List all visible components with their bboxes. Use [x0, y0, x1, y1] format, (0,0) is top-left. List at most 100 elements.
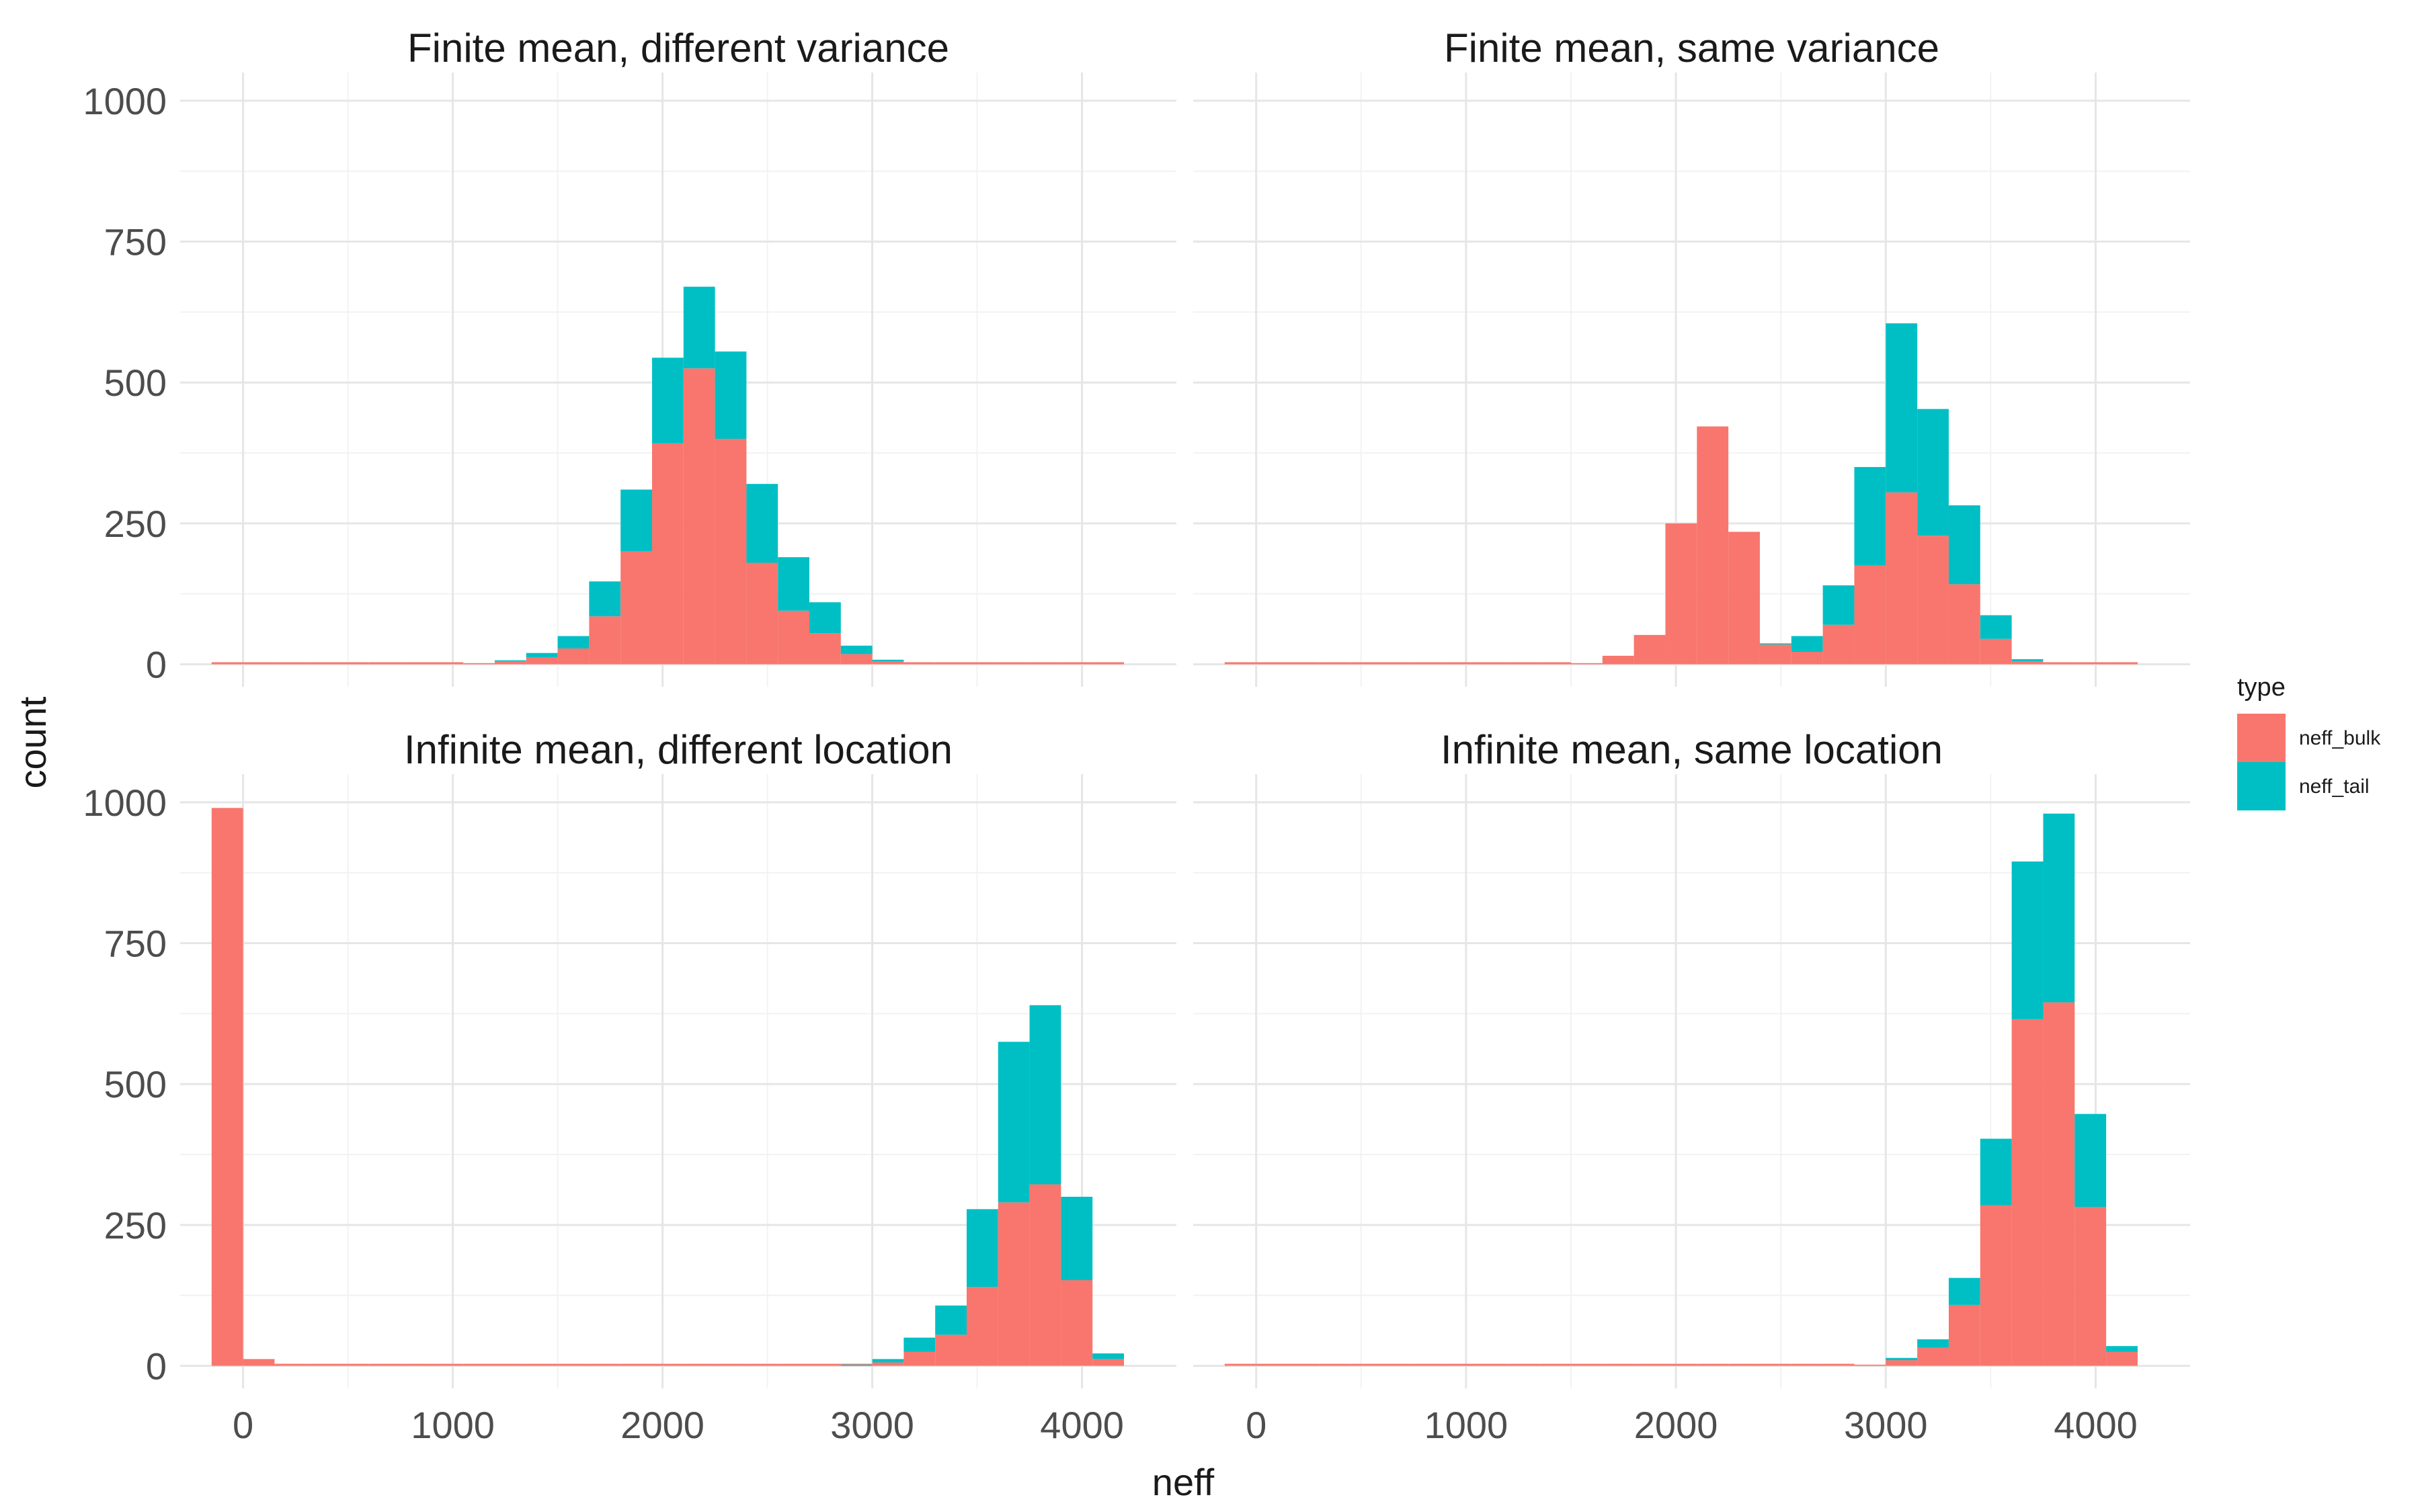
bar-neff-bulk — [1980, 638, 2012, 665]
bar-neff-bulk — [1092, 1359, 1124, 1366]
bar-neff-tail — [840, 645, 873, 655]
bar-neff-bulk — [809, 633, 841, 665]
panel-finite-mean-same-variance: Finite mean, same variance — [1193, 26, 2190, 687]
bar-neff-bulk — [998, 662, 1030, 665]
bar-neff-tail — [1980, 615, 2012, 639]
bar-neff-tail — [1092, 1353, 1124, 1359]
bar-neff-bulk — [1917, 536, 1949, 665]
bar-neff-bulk — [1287, 662, 1320, 665]
bar-neff-tail — [903, 1337, 936, 1352]
bar-neff-tail — [746, 484, 778, 563]
bar-neff-tail — [495, 660, 526, 662]
panel-title: Infinite mean, different location — [404, 727, 953, 772]
bar-neff-bulk — [935, 1335, 967, 1366]
bar-neff-tail — [1980, 1138, 2012, 1206]
bar-neff-bulk — [1381, 662, 1414, 665]
bar-neff-bulk — [557, 1363, 590, 1366]
bar-neff-tail — [1822, 585, 1855, 625]
y-tick-label: 500 — [104, 1063, 167, 1105]
bar-neff-bulk — [872, 661, 904, 665]
bar-neff-bulk — [715, 439, 747, 665]
bar-neff-tail — [2011, 659, 2044, 662]
bar-neff-bulk — [306, 662, 337, 665]
bar-neff-bulk — [1539, 662, 1571, 665]
bar-neff-bulk — [1539, 1363, 1571, 1366]
legend-label-neff-bulk: neff_bulk — [2299, 727, 2381, 749]
bar-neff-bulk — [2106, 1351, 2138, 1366]
x-tick-label: 1000 — [1424, 1404, 1508, 1446]
bar-neff-tail — [2043, 813, 2075, 1003]
bar-neff-tail — [1886, 323, 1918, 493]
bar-neff-bulk — [1665, 523, 1697, 665]
bar-neff-bulk — [1728, 1363, 1760, 1366]
bar-neff-tail — [1917, 1339, 1949, 1348]
bar-neff-bulk — [1634, 1363, 1666, 1366]
bar-neff-bulk — [652, 1363, 684, 1366]
x-tick-label: 1000 — [411, 1404, 495, 1446]
bar-neff-bulk — [2106, 662, 2138, 665]
bar-neff-bulk — [211, 662, 243, 665]
bar-neff-bulk — [840, 654, 873, 665]
bar-neff-bulk — [1886, 492, 1918, 665]
bar-neff-bulk — [1256, 1363, 1288, 1366]
bar-neff-bulk — [1665, 1363, 1697, 1366]
y-tick-label: 0 — [146, 643, 167, 685]
bar-neff-bulk — [243, 1359, 275, 1366]
y-tick-label: 500 — [104, 362, 167, 404]
bar-neff-bulk — [1061, 1280, 1093, 1366]
bar-neff-bulk — [432, 662, 464, 665]
bar-neff-bulk — [967, 662, 998, 665]
bar-neff-tail — [1759, 643, 1791, 645]
panel-title: Infinite mean, same location — [1441, 727, 1943, 772]
x-tick-label: 4000 — [1040, 1404, 1124, 1446]
bar-neff-tail — [557, 636, 590, 648]
bar-neff-bulk — [778, 1363, 809, 1366]
bar-neff-bulk — [1854, 565, 1886, 665]
bar-neff-bulk — [1917, 1347, 1949, 1366]
y-tick-label: 1000 — [83, 80, 167, 122]
bar-neff-bulk — [1224, 662, 1256, 665]
bar-neff-bulk — [526, 1363, 558, 1366]
bar-neff-bulk — [274, 662, 307, 665]
bar-neff-bulk — [1029, 662, 1061, 665]
bar-neff-bulk — [1570, 1363, 1603, 1366]
bar-neff-tail — [1854, 466, 1886, 566]
bar-neff-bulk — [1728, 532, 1760, 665]
bar-neff-bulk — [1061, 662, 1093, 665]
bar-neff-bulk — [1791, 1363, 1823, 1366]
bar-neff-tail — [967, 1209, 998, 1288]
bar-neff-tail — [2106, 1346, 2138, 1352]
bar-neff-bulk — [1319, 662, 1351, 665]
bar-neff-bulk — [1256, 662, 1288, 665]
bar-neff-tail — [652, 358, 684, 444]
bar-neff-bulk — [746, 562, 778, 665]
x-axis-title: neff — [1152, 1461, 1215, 1503]
bar-neff-bulk — [715, 1363, 747, 1366]
bar-neff-bulk — [2043, 662, 2075, 665]
bar-neff-bulk — [337, 662, 369, 665]
x-tick-label: 2000 — [620, 1404, 704, 1446]
bar-neff-tail — [1917, 409, 1949, 536]
bar-neff-tail — [1948, 1277, 1980, 1305]
x-tick-label: 2000 — [1634, 1404, 1718, 1446]
bar-neff-bulk — [1697, 426, 1729, 665]
bar-neff-tail — [2074, 1114, 2107, 1207]
panels: Finite mean, different variance 0 250 500 75… — [83, 26, 2190, 1446]
bar-neff-bulk — [1445, 1363, 1477, 1366]
bar-neff-bulk — [2011, 1019, 2044, 1366]
bar-neff-bulk — [1350, 662, 1382, 665]
bar-neff-bulk — [903, 662, 936, 665]
bar-neff-bulk — [1697, 1363, 1729, 1366]
bar-neff-tail — [1948, 505, 1980, 585]
bar-neff-bulk — [495, 661, 526, 665]
bar-neff-bulk — [1476, 662, 1508, 665]
bar-neff-bulk — [1634, 634, 1666, 665]
bar-neff-bulk — [400, 1363, 432, 1366]
bar-neff-bulk — [2074, 1206, 2107, 1366]
bar-neff-tail — [715, 351, 747, 439]
bar-neff-bulk — [935, 662, 967, 665]
bar-neff-bulk — [1602, 655, 1634, 665]
x-tick-label: 0 — [233, 1404, 253, 1446]
bar-neff-tail — [998, 1042, 1030, 1203]
bar-neff-bulk — [872, 1362, 904, 1366]
